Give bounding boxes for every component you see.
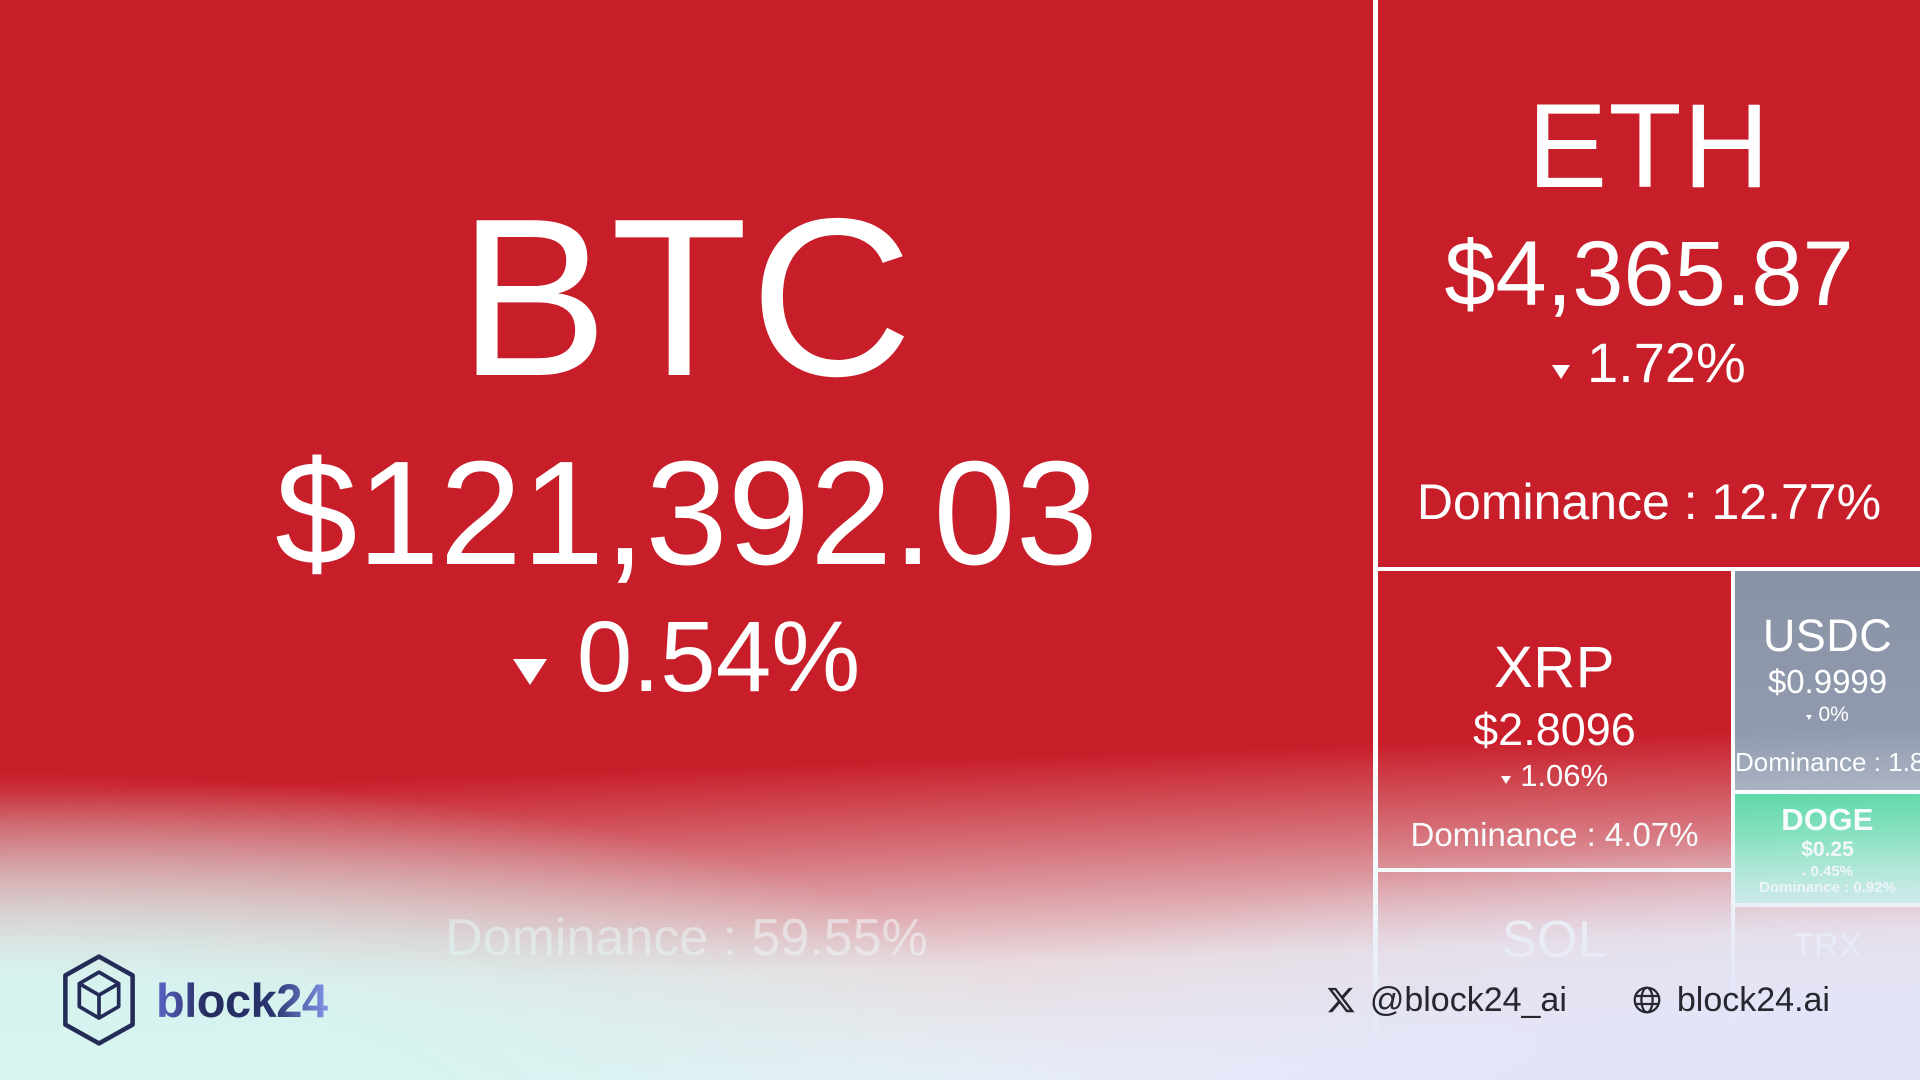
tile-doge[interactable]: DOGE $0.25 0.45% Dominance : 0.92%	[1735, 794, 1920, 903]
doge-symbol: DOGE	[1781, 801, 1874, 837]
usdc-symbol: USDC	[1762, 609, 1893, 661]
eth-change: 1.72%	[1552, 333, 1746, 393]
btc-change: 0.54%	[512, 605, 860, 710]
globe-icon	[1631, 984, 1663, 1016]
footer-links: @block24_ai block24.ai	[1326, 981, 1830, 1020]
footer: block24 @block24_ai	[0, 950, 1920, 1080]
btc-price: $121,392.03	[274, 430, 1099, 596]
brand-logo: block24	[58, 952, 328, 1048]
eth-symbol: ETH	[1527, 78, 1771, 213]
tile-usdc[interactable]: USDC $0.9999 0% Dominance : 1.83%	[1735, 571, 1920, 790]
down-triangle-icon	[1552, 365, 1571, 380]
x-handle-text: @block24_ai	[1369, 980, 1567, 1019]
x-handle-link[interactable]: @block24_ai	[1326, 981, 1567, 1020]
tile-eth[interactable]: ETH $4,365.87 1.72% Dominance : 12.77%	[1378, 0, 1920, 567]
usdc-price: $0.9999	[1767, 662, 1888, 700]
tile-btc[interactable]: BTC $121,392.03 0.54% Dominance : 59.55%	[0, 0, 1373, 1080]
xrp-price: $2.8096	[1473, 703, 1636, 755]
down-triangle-icon	[1500, 775, 1511, 784]
btc-symbol: BTC	[458, 170, 915, 423]
xrp-change: 1.06%	[1500, 759, 1608, 793]
website-text: block24.ai	[1676, 980, 1830, 1019]
xrp-symbol: XRP	[1494, 634, 1615, 700]
x-logo-icon	[1326, 985, 1356, 1015]
doge-change: 0.45%	[1801, 863, 1853, 880]
doge-price: $0.25	[1801, 837, 1854, 861]
usdc-change: 0%	[1806, 704, 1849, 726]
up-triangle-icon	[1801, 871, 1806, 875]
eth-dominance: Dominance : 12.77%	[1416, 474, 1882, 530]
tile-xrp[interactable]: XRP $2.8096 1.06% Dominance : 4.07%	[1378, 571, 1731, 868]
brand-wordmark: block24	[156, 973, 328, 1027]
usdc-dominance: Dominance : 1.83%	[1735, 747, 1920, 777]
website-link[interactable]: block24.ai	[1631, 981, 1830, 1020]
doge-dominance: Dominance : 0.92%	[1759, 879, 1896, 896]
xrp-dominance: Dominance : 4.07%	[1410, 816, 1699, 853]
down-triangle-icon	[1806, 715, 1813, 721]
block24-cube-logo-icon	[58, 952, 140, 1048]
eth-price: $4,365.87	[1444, 222, 1854, 325]
down-triangle-icon	[512, 659, 547, 686]
